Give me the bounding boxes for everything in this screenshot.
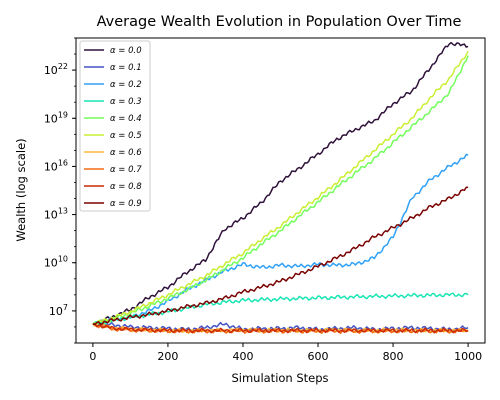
x-tick-label-0: 0	[89, 350, 96, 363]
y-tick-label-3: 1016	[44, 158, 68, 173]
series-line-2	[92, 153, 469, 325]
legend-entry-6: α = 0.6	[110, 148, 142, 158]
y-tick-label-1: 1010	[44, 255, 68, 270]
legend-entry-9: α = 0.9	[110, 199, 142, 209]
legend-entry-1: α = 0.1	[110, 63, 142, 73]
y-tick-label-4: 1019	[44, 110, 68, 125]
legend-entry-2: α = 0.2	[110, 80, 142, 90]
series-line-8	[92, 323, 469, 334]
x-tick-label-5: 1000	[454, 350, 482, 363]
series-lines	[92, 41, 469, 335]
legend-entry-0: α = 0.0	[110, 46, 142, 56]
series-line-0	[92, 41, 469, 326]
legend-entry-8: α = 0.8	[110, 182, 142, 192]
series-line-4	[92, 55, 469, 325]
x-tick-label-3: 600	[308, 350, 329, 363]
chart-title: Average Wealth Evolution in Population O…	[97, 14, 462, 30]
y-axis-label: Wealth (log scale)	[14, 138, 28, 241]
legend-entry-7: α = 0.7	[110, 165, 142, 175]
series-line-5	[92, 50, 469, 326]
series-line-3	[92, 292, 469, 325]
x-tick-label-2: 400	[232, 350, 253, 363]
x-tick-label-1: 200	[157, 350, 178, 363]
y-axis-ticks: 107 1010 1013 1016 1019 1022	[44, 37, 76, 344]
y-tick-label-0: 107	[49, 303, 68, 318]
y-tick-label-2: 1013	[44, 207, 68, 222]
legend: α = 0.0 α = 0.1 α = 0.2 α = 0.3 α = 0.4 α = 0…	[79, 40, 151, 212]
legend-entry-3: α = 0.3	[110, 97, 142, 107]
y-tick-label-5: 1022	[44, 62, 68, 77]
legend-entry-5: α = 0.5	[110, 131, 142, 141]
x-tick-label-4: 800	[383, 350, 404, 363]
legend-entry-4: α = 0.4	[110, 114, 142, 124]
series-line-9	[92, 186, 469, 326]
x-axis-ticks: 0 200 400 600 800 1000	[89, 343, 482, 363]
x-axis-label: Simulation Steps	[231, 371, 328, 385]
plot-frame	[75, 37, 486, 344]
